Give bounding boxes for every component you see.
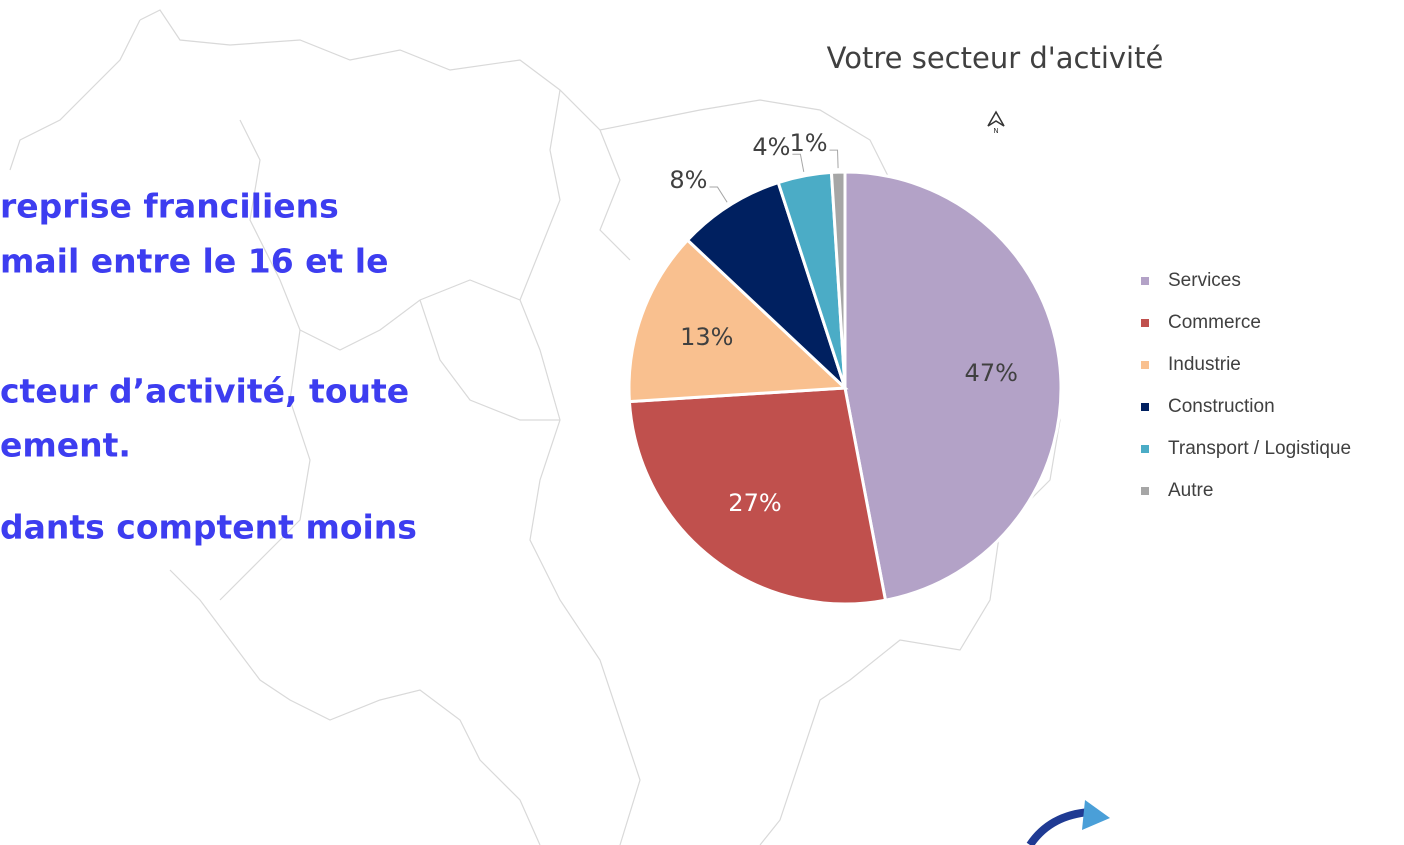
slide-text: reprise franciliens	[0, 187, 339, 226]
legend-label: Industrie	[1168, 354, 1241, 375]
data-label: 47%	[965, 359, 1018, 387]
leader-line	[709, 186, 728, 203]
slide-text: cteur d’activité, toute	[0, 372, 409, 411]
legend-label: Autre	[1168, 480, 1213, 501]
pie-slice	[829, 170, 847, 389]
north-label: N	[993, 127, 998, 135]
legend-swatch	[1141, 277, 1149, 285]
legend-swatch	[1141, 403, 1149, 411]
pie-slice	[685, 180, 847, 390]
legend-swatch	[1141, 361, 1149, 369]
legend-swatch	[1141, 487, 1149, 495]
logo	[1026, 800, 1110, 845]
legend-swatch	[1141, 445, 1149, 453]
data-label: 8%	[669, 166, 707, 194]
pie-slice	[627, 238, 849, 404]
chart-title: Votre secteur d'activité	[827, 41, 1164, 75]
legend-label: Commerce	[1168, 312, 1261, 333]
background-map	[9, 9, 1061, 845]
legend-label: Transport / Logistique	[1168, 438, 1351, 459]
slide-text: mail entre le 16 et le	[0, 242, 389, 281]
data-label: 1%	[789, 129, 827, 157]
data-label: 13%	[680, 323, 733, 351]
data-label: 4%	[752, 133, 790, 161]
data-label: 27%	[728, 489, 781, 517]
pie-slice	[843, 170, 1063, 602]
leader-line	[829, 149, 839, 169]
legend-label: Services	[1168, 270, 1241, 291]
north-arrow	[987, 110, 1005, 127]
slide-text: dants comptent moins	[0, 508, 417, 547]
legend-label: Construction	[1168, 396, 1275, 417]
slide-text: ement.	[0, 426, 131, 465]
pie-slice	[627, 386, 888, 606]
legend-swatch	[1141, 319, 1149, 327]
leader-line	[792, 153, 805, 172]
